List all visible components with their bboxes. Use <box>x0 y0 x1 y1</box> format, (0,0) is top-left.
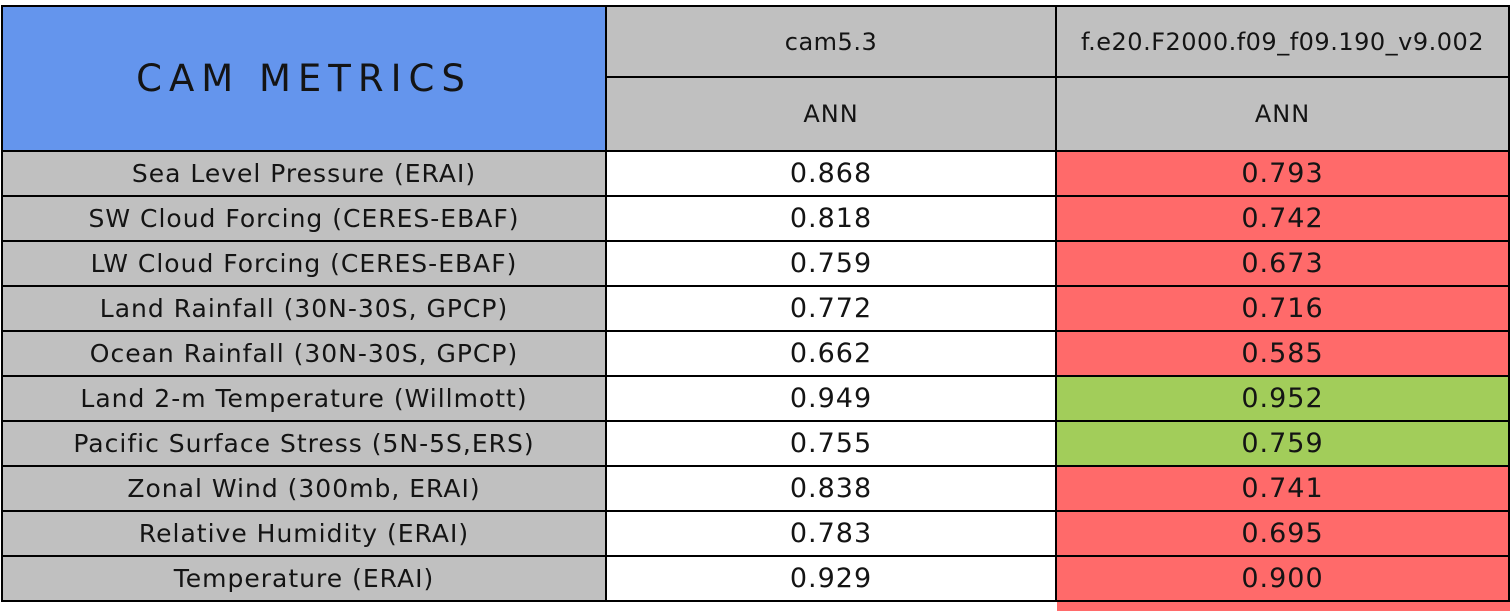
metric-label-cell: Temperature (ERAI) <box>1 555 607 602</box>
metric-label-cell: Sea Level Pressure (ERAI) <box>1 150 607 197</box>
table-row: Relative Humidity (ERAI) 0.783 0.695 <box>1 510 1510 557</box>
red-cell-bleed <box>1057 602 1510 611</box>
test-value-cell-red: 0.742 <box>1055 195 1510 242</box>
metrics-tbody: Sea Level Pressure (ERAI) 0.868 0.793 SW Cl… <box>1 150 1510 602</box>
metric-label-cell: Relative Humidity (ERAI) <box>1 510 607 557</box>
table-row: SW Cloud Forcing (CERES-EBAF) 0.818 0.742 <box>1 195 1510 242</box>
baseline-value-cell: 0.929 <box>605 555 1057 602</box>
test-value-cell-green: 0.952 <box>1055 375 1510 422</box>
table-row: Zonal Wind (300mb, ERAI) 0.838 0.741 <box>1 465 1510 512</box>
metric-label-cell: LW Cloud Forcing (CERES-EBAF) <box>1 240 607 287</box>
metrics-table: CAM METRICS cam5.3 f.e20.F2000.f09_f09.1… <box>1 5 1510 602</box>
baseline-value-cell: 0.772 <box>605 285 1057 332</box>
metric-label-cell: Land Rainfall (30N-30S, GPCP) <box>1 285 607 332</box>
baseline-value-cell: 0.949 <box>605 375 1057 422</box>
test-value-cell-red: 0.793 <box>1055 150 1510 197</box>
test-value-cell-red: 0.673 <box>1055 240 1510 287</box>
metric-label-cell: Zonal Wind (300mb, ERAI) <box>1 465 607 512</box>
table-row: Land Rainfall (30N-30S, GPCP) 0.772 0.716 <box>1 285 1510 332</box>
test-value-cell-red: 0.900 <box>1055 555 1510 602</box>
baseline-value-cell: 0.818 <box>605 195 1057 242</box>
metric-label-cell: Ocean Rainfall (30N-30S, GPCP) <box>1 330 607 377</box>
baseline-value-cell: 0.755 <box>605 420 1057 467</box>
baseline-value-cell: 0.868 <box>605 150 1057 197</box>
test-value-cell-green: 0.759 <box>1055 420 1510 467</box>
baseline-value-cell: 0.838 <box>605 465 1057 512</box>
header-row-seasons: ANN ANN <box>2 76 1510 152</box>
test-value-cell-red: 0.585 <box>1055 330 1510 377</box>
table-row: Land 2-m Temperature (Willmott) 0.949 0.95… <box>1 375 1510 422</box>
season-header-baseline: ANN <box>605 76 1057 152</box>
table-row: Pacific Surface Stress (5N-5S,ERS) 0.755 0… <box>1 420 1510 467</box>
model-header-test: f.e20.F2000.f09_f09.190_v9.002 <box>1055 5 1510 78</box>
baseline-value-cell: 0.783 <box>605 510 1057 557</box>
test-value-cell-red: 0.741 <box>1055 465 1510 512</box>
header-row-models: CAM METRICS cam5.3 f.e20.F2000.f09_f09.1… <box>1 5 1510 152</box>
table-row: Sea Level Pressure (ERAI) 0.868 0.793 <box>1 150 1510 197</box>
test-value-cell-red: 0.695 <box>1055 510 1510 557</box>
metric-label-cell: Pacific Surface Stress (5N-5S,ERS) <box>1 420 607 467</box>
metric-label-cell: SW Cloud Forcing (CERES-EBAF) <box>1 195 607 242</box>
metric-label-cell: Land 2-m Temperature (Willmott) <box>1 375 607 422</box>
model-header-baseline: cam5.3 <box>605 5 1057 78</box>
table-row: LW Cloud Forcing (CERES-EBAF) 0.759 0.673 <box>1 240 1510 287</box>
table-row: Temperature (ERAI) 0.929 0.900 <box>1 555 1510 602</box>
corner-title-cell: CAM METRICS <box>1 5 607 152</box>
baseline-value-cell: 0.662 <box>605 330 1057 377</box>
season-header-test: ANN <box>1055 76 1510 152</box>
test-value-cell-red: 0.716 <box>1055 285 1510 332</box>
baseline-value-cell: 0.759 <box>605 240 1057 287</box>
table-row: Ocean Rainfall (30N-30S, GPCP) 0.662 0.585 <box>1 330 1510 377</box>
